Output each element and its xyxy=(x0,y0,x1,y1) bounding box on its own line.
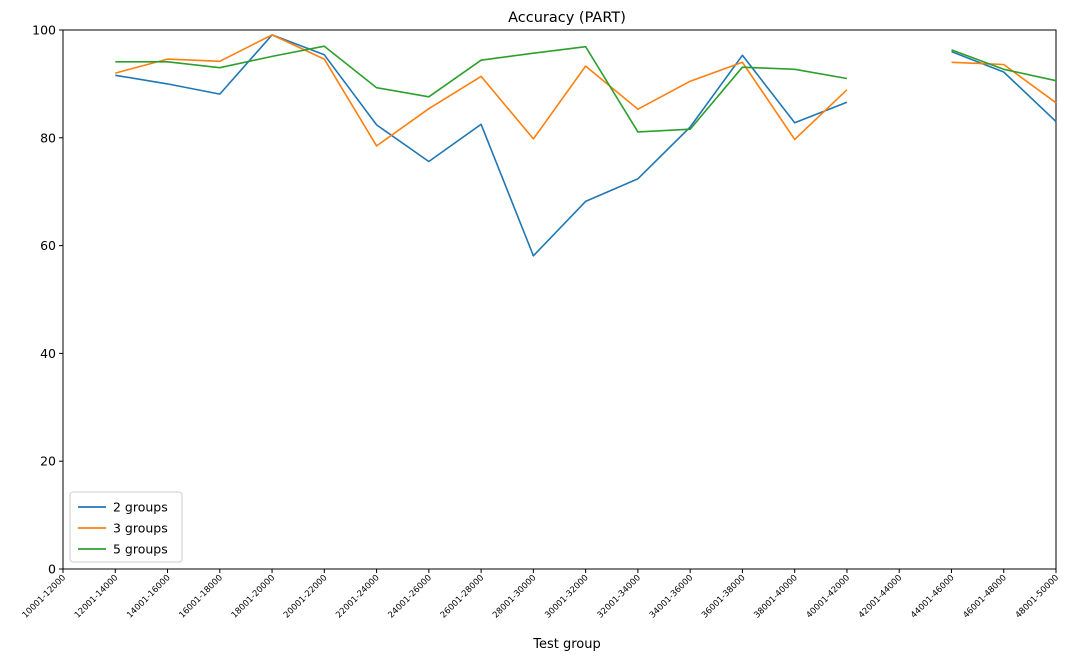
series-line-3-groups xyxy=(951,61,1057,104)
plot-frame xyxy=(62,29,1057,570)
y-tick-label: 60 xyxy=(40,238,56,253)
x-tick-label: 24001-26000 xyxy=(386,573,433,620)
series-line-5-groups xyxy=(115,45,848,133)
y-tick-label: 100 xyxy=(32,23,56,38)
x-tick-label: 48001-50000 xyxy=(1014,573,1061,620)
legend-label: 2 groups xyxy=(113,500,168,515)
x-tick-label: 10001-12000 xyxy=(21,573,68,620)
legend-box xyxy=(69,491,183,563)
series-line-5-groups xyxy=(951,49,1057,82)
y-tick-label: 40 xyxy=(40,346,56,361)
series-line-2-groups xyxy=(115,34,848,257)
series-line-2-groups xyxy=(951,50,1057,123)
x-tick-label: 38001-40000 xyxy=(752,573,799,620)
chart-title: Accuracy (PART) xyxy=(508,10,626,26)
x-tick-label: 36001-38000 xyxy=(700,573,747,620)
x-tick-label: 22001-24000 xyxy=(334,573,381,620)
x-tick-label: 40001-42000 xyxy=(805,573,852,620)
plot-area: 0 20 40 60 80 100 10001-12000 12001-14000 14001-… xyxy=(21,23,1061,621)
y-tick-label: 0 xyxy=(48,562,56,577)
x-tick-label: 42001-44000 xyxy=(857,573,904,620)
x-tick-label: 30001-32000 xyxy=(543,573,590,620)
x-tick-label: 28001-30000 xyxy=(491,573,538,620)
x-tick-label: 16001-18000 xyxy=(177,573,224,620)
legend-label: 5 groups xyxy=(113,542,168,557)
y-tick-label: 80 xyxy=(40,130,56,145)
legend-label: 3 groups xyxy=(113,521,168,536)
x-tick-label: 32001-34000 xyxy=(596,573,643,620)
x-tick-label: 18001-20000 xyxy=(230,573,277,620)
series-line-3-groups xyxy=(115,34,848,147)
x-tick-label: 12001-14000 xyxy=(73,573,120,620)
x-tick-label: 46001-48000 xyxy=(961,573,1008,620)
x-tick-label: 14001-16000 xyxy=(125,573,172,620)
y-tick-label: 20 xyxy=(40,454,56,469)
x-tick-label: 20001-22000 xyxy=(282,573,329,620)
x-axis-label: Test group xyxy=(532,637,601,652)
x-tick-label: 26001-28000 xyxy=(439,573,486,620)
x-tick-label: 34001-36000 xyxy=(648,573,695,620)
x-tick-label: 44001-46000 xyxy=(909,573,956,620)
